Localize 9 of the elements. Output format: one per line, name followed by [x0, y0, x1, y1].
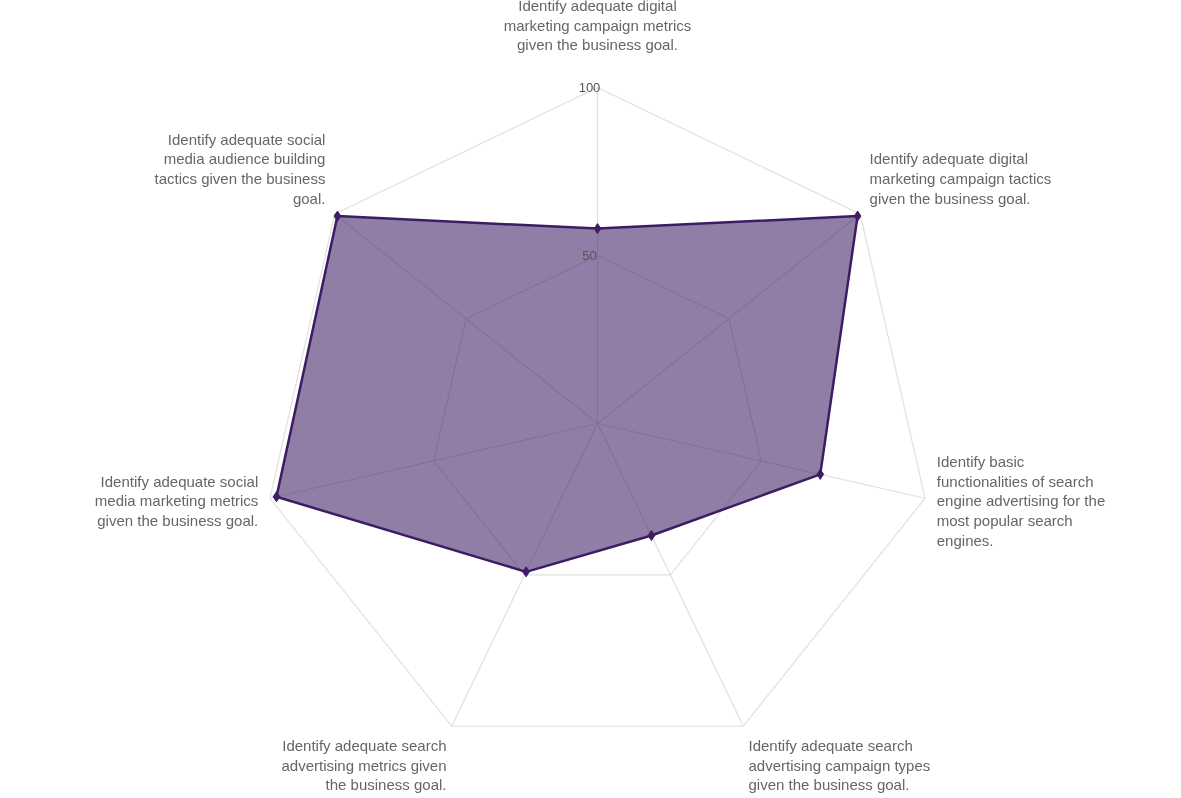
spoke-label: Identify adequate social media audience building tactics given the business goal.: [154, 130, 326, 207]
y-tick-label: 50: [582, 248, 597, 263]
spoke-label: Identify adequate search advertising metrics given the business goal.: [281, 737, 447, 794]
spoke-label: Identify adequate search advertising campaign types given the business goal.: [748, 737, 931, 794]
spoke-label: Identify adequate social media marketing metrics given the business goal.: [94, 472, 259, 529]
y-tick-label: 100: [578, 80, 601, 95]
spoke-label: Identify adequate digital marketing campaign metrics given the business goal.: [503, 0, 692, 54]
spoke-label: Identify adequate digital marketing campaign tactics given the business goal.: [869, 150, 1052, 207]
spoke-label: Identify basic functionalities of search engine advertising for the most popular search engines.: [936, 453, 1106, 549]
